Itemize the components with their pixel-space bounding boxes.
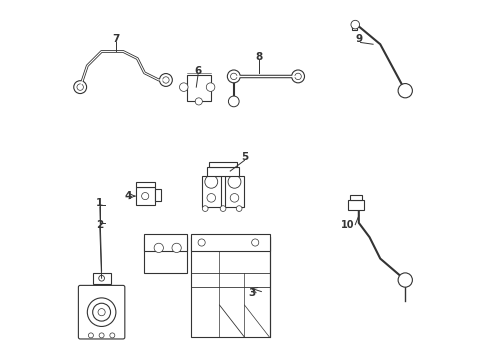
FancyBboxPatch shape [190, 237, 269, 337]
Circle shape [236, 206, 242, 211]
Bar [349, 195, 362, 200]
Text: 3: 3 [247, 288, 255, 297]
Text: 5: 5 [241, 152, 247, 162]
Circle shape [227, 175, 241, 188]
Text: 2: 2 [96, 220, 103, 230]
Text: 4: 4 [124, 191, 132, 201]
Circle shape [172, 243, 181, 252]
Text: 9: 9 [354, 34, 362, 44]
Circle shape [195, 98, 202, 105]
Circle shape [154, 243, 163, 252]
Circle shape [230, 194, 238, 202]
Circle shape [251, 239, 258, 246]
Bar [155, 189, 160, 202]
Circle shape [220, 206, 225, 211]
Circle shape [206, 83, 214, 91]
Circle shape [159, 73, 172, 86]
Circle shape [98, 309, 105, 316]
Circle shape [230, 73, 237, 80]
Bar [208, 162, 237, 167]
Bar [135, 187, 155, 205]
Circle shape [93, 303, 110, 321]
Circle shape [206, 194, 215, 202]
Bar [190, 234, 269, 251]
Bar [187, 75, 210, 102]
Circle shape [204, 175, 217, 188]
Text: 7: 7 [112, 34, 120, 44]
Circle shape [198, 239, 205, 246]
Text: 8: 8 [255, 52, 262, 62]
Text: 10: 10 [341, 220, 354, 230]
Bar [144, 237, 187, 273]
Circle shape [110, 333, 115, 338]
Bar [351, 23, 356, 30]
Circle shape [99, 275, 104, 281]
Circle shape [294, 73, 301, 80]
Circle shape [397, 84, 411, 98]
Bar [347, 200, 364, 210]
Bar [144, 234, 187, 251]
Circle shape [99, 333, 104, 338]
Circle shape [350, 20, 359, 29]
Circle shape [163, 77, 169, 83]
Circle shape [227, 70, 240, 83]
Circle shape [291, 70, 304, 83]
Bar [206, 167, 239, 176]
Circle shape [74, 81, 86, 94]
Circle shape [87, 298, 116, 327]
Bar [224, 176, 244, 207]
Circle shape [202, 206, 207, 211]
Text: 6: 6 [194, 66, 201, 76]
Circle shape [142, 193, 148, 200]
Circle shape [397, 273, 411, 287]
Circle shape [88, 333, 93, 338]
Text: 1: 1 [96, 198, 103, 208]
Bar [135, 182, 155, 187]
Bar [201, 176, 221, 207]
Circle shape [228, 96, 239, 107]
Bar [93, 273, 110, 284]
Circle shape [179, 83, 188, 91]
FancyBboxPatch shape [78, 285, 124, 339]
Circle shape [77, 84, 83, 90]
